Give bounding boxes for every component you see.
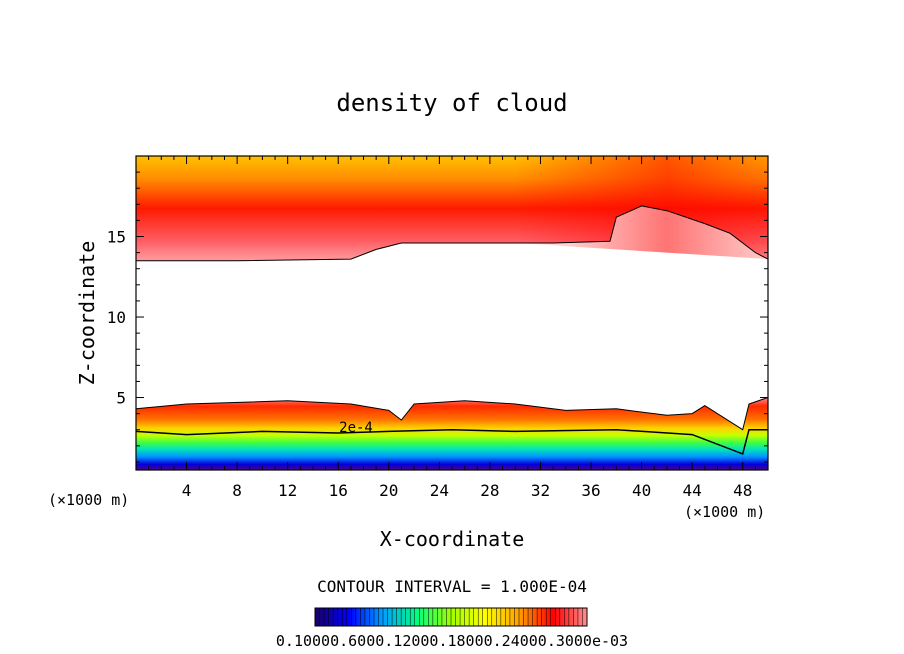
- upper-cloud-layer-tint: [515, 156, 768, 260]
- x-tick-label: 20: [379, 481, 398, 500]
- y-tick-label: 5: [116, 389, 126, 408]
- contour-line-2e-4: [136, 428, 768, 455]
- colorbar-dividers: [319, 608, 583, 626]
- x-tick-label: 44: [683, 481, 702, 500]
- y-tick-label: 10: [107, 308, 126, 327]
- x-tick-label: 48: [733, 481, 752, 500]
- x-tick-label: 28: [480, 481, 499, 500]
- y-tick-label: 15: [107, 228, 126, 247]
- chart-title: density of cloud: [336, 89, 567, 117]
- contour-label: 2e-4: [339, 420, 373, 436]
- upper-layer-contour-line: [136, 205, 768, 262]
- x-axis-ticks: 4 8 12 16 20 24 28 32 36 40 44 48: [148, 156, 756, 500]
- lower-cloud-layer: [136, 397, 768, 470]
- y-axis-label: Z-coordinate: [75, 241, 99, 386]
- x-tick-label: 36: [581, 481, 600, 500]
- x-tick-label: 12: [278, 481, 297, 500]
- x-tick-label: 24: [430, 481, 449, 500]
- x-axis-label: X-coordinate: [380, 527, 525, 551]
- x-tick-label: 16: [329, 481, 348, 500]
- x-tick-label: 4: [182, 481, 192, 500]
- x-tick-label: 40: [632, 481, 651, 500]
- contour-interval-text: CONTOUR INTERVAL = 1.000E-04: [317, 577, 587, 596]
- x-tick-label: 32: [531, 481, 550, 500]
- x-unit-right: (×1000 m): [684, 503, 765, 521]
- colorbar-labels: 0.10000.6000.12000.18000.24000.3000e-03: [276, 632, 628, 650]
- y-axis-ticks: 5 10 15: [107, 171, 768, 463]
- lower-layer-edge-line: [136, 397, 768, 431]
- x-tick-label: 8: [232, 481, 242, 500]
- x-unit-left: (×1000 m): [48, 491, 129, 509]
